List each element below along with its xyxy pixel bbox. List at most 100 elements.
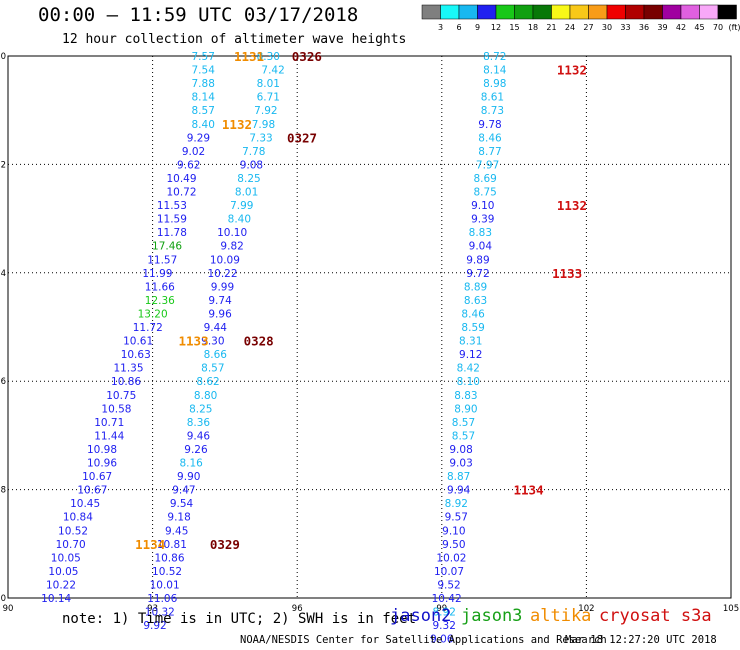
- swh-value-label: 10.10: [217, 227, 247, 239]
- credit-line: NOAA/NESDIS Center for Satellite Applica…: [240, 634, 607, 646]
- swh-value-label: 9.03: [449, 458, 472, 470]
- swh-value-label: 7.33: [249, 132, 272, 144]
- swh-value-label: 9.04: [469, 241, 493, 253]
- colorbar-label: 27: [583, 23, 593, 32]
- y-tick-label: -20: [0, 52, 6, 62]
- swh-value-label: 7.98: [252, 119, 275, 131]
- colorbar-label: 36: [639, 23, 649, 32]
- swh-value-label: 8.75: [473, 187, 496, 199]
- swh-value-label: 9.06: [430, 634, 454, 646]
- swh-value-label: 8.57: [192, 105, 215, 117]
- swh-value-label: 10.32: [145, 607, 175, 619]
- swh-value-label: 8.83: [454, 390, 477, 402]
- colorbar-label: 39: [657, 23, 667, 32]
- swh-value-label: 8.83: [469, 227, 492, 239]
- swh-value-label: 10.71: [94, 417, 124, 429]
- colorbar-swatch: [625, 4, 645, 20]
- swh-value-label: 9.89: [466, 254, 489, 266]
- y-tick-label: -26: [0, 377, 6, 387]
- swh-value-label: 11.35: [113, 363, 143, 375]
- colorbar-swatch: [699, 4, 719, 20]
- y-tick-label: -22: [0, 160, 6, 170]
- colorbar-swatch: [458, 4, 478, 20]
- swh-value-label: 10.52: [58, 525, 88, 537]
- swh-value-label: 10.70: [56, 539, 86, 551]
- swh-value-label: 8.92: [433, 607, 456, 619]
- swh-value-label: 8.66: [204, 349, 228, 361]
- swh-value-label: 10.61: [123, 336, 153, 348]
- swh-value-label: 8.92: [445, 498, 468, 510]
- swh-value-label: 9.39: [471, 214, 494, 226]
- swh-value-label: 12.36: [145, 295, 175, 307]
- x-tick-label: 99: [436, 604, 447, 614]
- swh-value-label: 9.92: [143, 620, 166, 632]
- colorbar-unit: (ft): [728, 23, 740, 32]
- swh-value-label: 7.97: [476, 159, 499, 171]
- swh-value-label: 8.40: [228, 214, 251, 226]
- pass-time-label: 1134: [135, 537, 165, 552]
- swh-value-label: 9.08: [449, 444, 472, 456]
- swh-value-label: 7.78: [242, 146, 265, 158]
- legend-jason2: jason2: [390, 606, 452, 626]
- swh-value-label: 9.46: [187, 430, 211, 442]
- pass-time-label: 0327: [287, 130, 317, 145]
- swh-value-label: 9.50: [442, 539, 465, 551]
- swh-value-label: 8.87: [447, 471, 470, 483]
- swh-value-label: 10.45: [70, 498, 100, 510]
- swh-value-label: 8.57: [452, 430, 475, 442]
- swh-value-label: 10.05: [48, 566, 78, 578]
- swh-value-label: 8.14: [192, 92, 216, 104]
- swh-value-label: 9.99: [211, 281, 234, 293]
- swh-value-label: 9.29: [187, 132, 210, 144]
- colorbar-swatch: [477, 4, 497, 20]
- colorbar-swatch: [606, 4, 626, 20]
- swh-value-label: 9.62: [177, 159, 200, 171]
- legend-altika: altika: [530, 606, 592, 626]
- swh-value-label: 11.66: [145, 281, 175, 293]
- colorbar-label: 24: [565, 23, 575, 32]
- pass-time-label: 0329: [210, 537, 240, 552]
- x-tick-label: 105: [723, 604, 739, 614]
- swh-value-label: 8.46: [461, 308, 485, 320]
- legend-jason3: jason3: [461, 606, 523, 626]
- swh-value-label: 8.31: [459, 336, 482, 348]
- colorbar-label: 18: [528, 23, 538, 32]
- swh-value-label: 9.10: [471, 200, 494, 212]
- colorbar-label: 3: [438, 23, 443, 32]
- swh-value-label: 10.42: [432, 593, 462, 605]
- colorbar-swatch: [680, 4, 700, 20]
- swh-value-label: 9.02: [182, 146, 205, 158]
- swh-value-label: 9.26: [184, 444, 208, 456]
- swh-value-label: 9.54: [170, 498, 194, 510]
- swh-value-label: 11.06: [147, 593, 177, 605]
- swh-value-label: 10.84: [63, 512, 93, 524]
- swh-value-label: 9.45: [165, 525, 188, 537]
- swh-value-label: 10.96: [87, 458, 117, 470]
- swh-value-label: 11.44: [94, 430, 124, 442]
- swh-value-label: 8.16: [179, 458, 203, 470]
- colorbar-swatch: [551, 4, 571, 20]
- pass-time-label: 1132: [557, 198, 587, 213]
- swh-value-label: 11.57: [147, 254, 177, 266]
- swh-value-label: 8.80: [194, 390, 217, 402]
- swh-value-label: 8.73: [481, 105, 504, 117]
- swh-value-label: 7.99: [230, 200, 253, 212]
- swh-value-label: 9.30: [201, 336, 224, 348]
- colorbar-label: 33: [620, 23, 630, 32]
- swh-value-label: 8.61: [481, 92, 504, 104]
- swh-value-label: 9.10: [442, 525, 465, 537]
- swh-value-label: 10.98: [87, 444, 117, 456]
- colorbar-label: 42: [676, 23, 686, 32]
- swh-value-label: 10.75: [106, 390, 136, 402]
- colorbar-swatch: [514, 4, 534, 20]
- swh-value-label: 11.72: [133, 322, 163, 334]
- swh-value-label: 8.98: [483, 78, 506, 90]
- swh-value-label: 8.59: [461, 322, 484, 334]
- y-tick-label: -30: [0, 594, 6, 604]
- swh-value-label: 9.08: [240, 159, 263, 171]
- swh-value-label: 8.57: [452, 417, 475, 429]
- swh-value-label: 10.86: [111, 376, 141, 388]
- swh-value-label: 8.90: [454, 403, 477, 415]
- swh-value-label: 9.94: [447, 485, 471, 497]
